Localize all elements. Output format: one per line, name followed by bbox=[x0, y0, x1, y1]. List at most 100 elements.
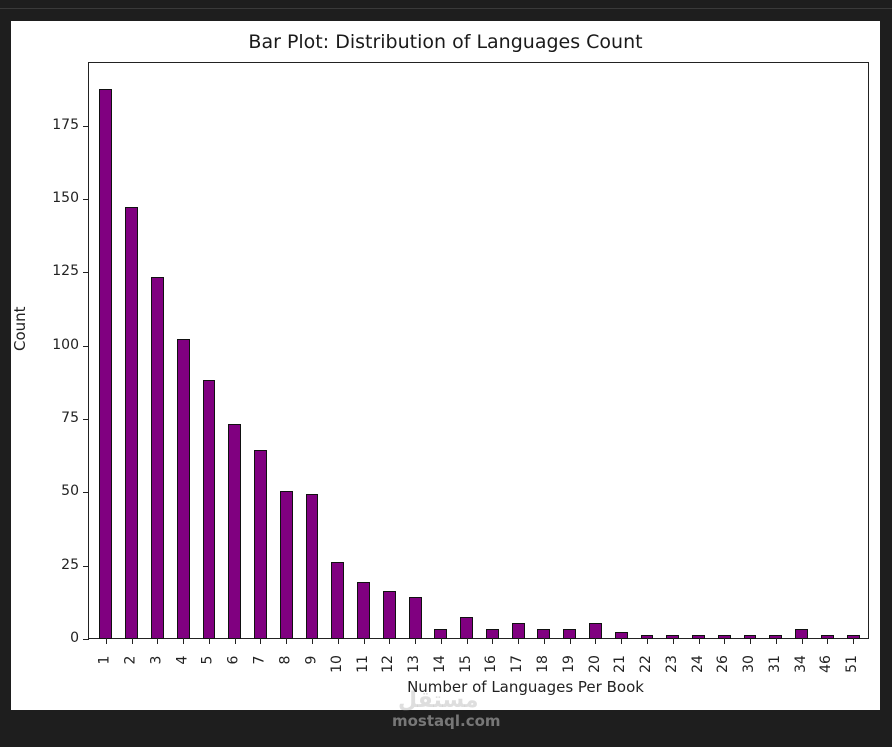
y-tick-label: 100 bbox=[52, 336, 79, 353]
x-axis-title: Number of Languages Per Book bbox=[407, 678, 644, 696]
x-tick-label: 4 bbox=[174, 655, 191, 664]
x-tick bbox=[853, 638, 855, 644]
bar-20 bbox=[589, 623, 602, 639]
x-tick-label: 51 bbox=[844, 655, 861, 673]
bar-8 bbox=[279, 491, 293, 639]
x-tick-label: 20 bbox=[586, 655, 603, 673]
chart-title: Bar Plot: Distribution of Languages Coun… bbox=[248, 31, 643, 53]
bar-13 bbox=[408, 596, 422, 639]
y-tick-label: 150 bbox=[52, 189, 79, 206]
x-tick-label: 13 bbox=[406, 655, 423, 673]
x-tick bbox=[646, 638, 648, 644]
y-tick bbox=[83, 198, 89, 200]
plot-area bbox=[83, 62, 869, 644]
x-tick-label: 8 bbox=[277, 655, 294, 664]
x-tick-label: 34 bbox=[792, 655, 809, 673]
x-tick bbox=[260, 638, 262, 644]
y-tick-label: 50 bbox=[61, 483, 79, 500]
x-tick bbox=[518, 638, 520, 644]
x-tick-label: 2 bbox=[122, 655, 139, 664]
x-tick-label: 7 bbox=[251, 655, 268, 664]
bar-17 bbox=[511, 623, 525, 639]
watermark-text: mostaql.com bbox=[392, 712, 501, 730]
y-tick bbox=[83, 125, 89, 127]
x-tick bbox=[312, 638, 314, 644]
x-tick bbox=[672, 638, 674, 644]
x-tick-label: 3 bbox=[148, 655, 165, 664]
x-tick bbox=[543, 638, 545, 644]
bar-15 bbox=[460, 617, 474, 639]
bar-6 bbox=[228, 423, 242, 639]
x-tick-label: 10 bbox=[328, 655, 345, 673]
x-tick bbox=[750, 638, 752, 644]
x-tick-label: 31 bbox=[766, 655, 783, 673]
x-tick bbox=[183, 638, 185, 644]
x-tick-label: 46 bbox=[818, 655, 835, 673]
x-tick-label: 30 bbox=[741, 655, 758, 673]
bar-10 bbox=[331, 561, 345, 639]
bar-2 bbox=[125, 206, 139, 639]
x-tick bbox=[724, 638, 726, 644]
x-tick bbox=[775, 638, 777, 644]
x-tick-label: 6 bbox=[225, 655, 242, 664]
x-tick bbox=[157, 638, 159, 644]
x-tick-label: 14 bbox=[431, 655, 448, 673]
y-tick bbox=[83, 345, 89, 347]
x-tick bbox=[595, 638, 597, 644]
x-tick bbox=[698, 638, 700, 644]
x-tick-label: 19 bbox=[560, 655, 577, 673]
y-tick bbox=[83, 418, 89, 420]
bar-30 bbox=[743, 635, 757, 639]
y-tick-label: 0 bbox=[70, 630, 79, 646]
bar-9 bbox=[305, 494, 319, 639]
x-tick bbox=[337, 638, 339, 644]
x-tick-label: 21 bbox=[612, 655, 629, 673]
x-tick-label: 18 bbox=[534, 655, 551, 673]
x-tick bbox=[569, 638, 571, 644]
x-tick-label: 16 bbox=[483, 655, 500, 673]
x-tick bbox=[131, 638, 133, 644]
x-tick-label: 15 bbox=[457, 655, 474, 673]
window-top-border bbox=[0, 8, 892, 9]
x-tick bbox=[105, 638, 107, 644]
y-tick-label: 25 bbox=[61, 556, 79, 573]
x-tick bbox=[363, 638, 365, 644]
x-tick-label: 11 bbox=[354, 655, 371, 673]
bar-7 bbox=[254, 450, 267, 639]
y-tick bbox=[83, 639, 89, 640]
y-tick bbox=[83, 565, 89, 567]
chart-panel: Bar Plot: Distribution of Languages Coun… bbox=[11, 21, 880, 710]
x-tick bbox=[492, 638, 494, 644]
bar-11 bbox=[357, 582, 370, 639]
y-tick bbox=[83, 492, 89, 494]
x-tick bbox=[801, 638, 803, 644]
x-tick bbox=[208, 638, 210, 644]
x-tick-label: 26 bbox=[715, 655, 732, 673]
watermark-logo: مستقل bbox=[398, 688, 479, 713]
bar-1 bbox=[99, 89, 113, 639]
x-tick-label: 1 bbox=[96, 655, 113, 664]
x-tick-label: 22 bbox=[637, 655, 654, 673]
y-tick-label: 125 bbox=[52, 263, 79, 280]
x-tick bbox=[621, 638, 623, 644]
x-tick-label: 12 bbox=[380, 655, 397, 673]
x-tick-label: 17 bbox=[509, 655, 526, 673]
bar-12 bbox=[382, 591, 396, 639]
bar-4 bbox=[176, 338, 190, 639]
bar-23 bbox=[666, 635, 680, 639]
bar-26 bbox=[717, 635, 731, 639]
bar-24 bbox=[692, 635, 705, 639]
x-tick bbox=[389, 638, 391, 644]
x-tick-label: 23 bbox=[663, 655, 680, 673]
y-tick-label: 175 bbox=[52, 116, 79, 133]
x-tick-label: 9 bbox=[303, 655, 320, 664]
x-tick bbox=[286, 638, 288, 644]
y-tick bbox=[83, 272, 89, 274]
x-tick bbox=[234, 638, 236, 644]
bar-5 bbox=[202, 379, 216, 639]
x-tick-label: 5 bbox=[199, 655, 216, 664]
x-tick bbox=[466, 638, 468, 644]
y-tick-label: 75 bbox=[61, 409, 79, 426]
bar-3 bbox=[150, 277, 164, 639]
x-tick-label: 24 bbox=[689, 655, 706, 673]
